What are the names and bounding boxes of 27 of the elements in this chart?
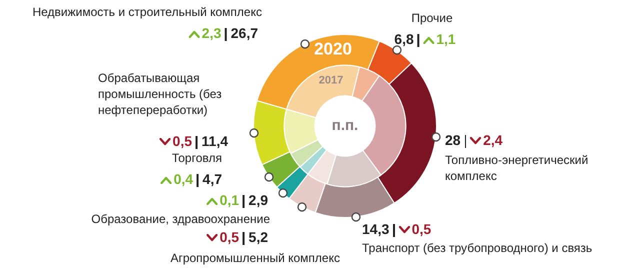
slice-label: Торговля [172, 150, 222, 166]
slice-label: Обрабатывающая промышленность (без нефтепереработки) [98, 70, 223, 118]
data-label: 26,7 [230, 25, 258, 41]
text: 1,1 [435, 31, 456, 47]
slice-label: Образование, здравоохранение [91, 211, 270, 227]
data-label: 2,9 [248, 192, 268, 208]
text: 0,5 [172, 133, 192, 149]
text: 0,4 [172, 171, 194, 187]
text: 2,4 [482, 132, 503, 148]
data-label: 5,2 [248, 229, 268, 245]
text: п.п. [332, 117, 358, 134]
data-label: 28 [445, 132, 461, 148]
text: 0,5 [218, 229, 240, 245]
slice-label: Топливно-энергетический комплекс [445, 152, 590, 184]
data-label: 4,7 [202, 171, 222, 187]
slice-label: Прочие [411, 10, 453, 26]
slice-label: Недвижимость и строительный комплекс [32, 4, 262, 20]
slice-label: Агропромышленный комплекс [170, 250, 340, 266]
data-label: 11,4 [202, 133, 228, 149]
slice-label: 2017 [318, 74, 344, 87]
text: 2,3 [200, 25, 222, 41]
data-label: 6,8 [394, 31, 414, 47]
slice-label: 2020 [314, 40, 352, 59]
data-label: 14,3 [362, 221, 390, 237]
slice-label: Транспорт (без трубопроводного) и связь [362, 240, 592, 256]
text: 0,5 [410, 221, 432, 237]
text: 0,1 [218, 192, 240, 208]
